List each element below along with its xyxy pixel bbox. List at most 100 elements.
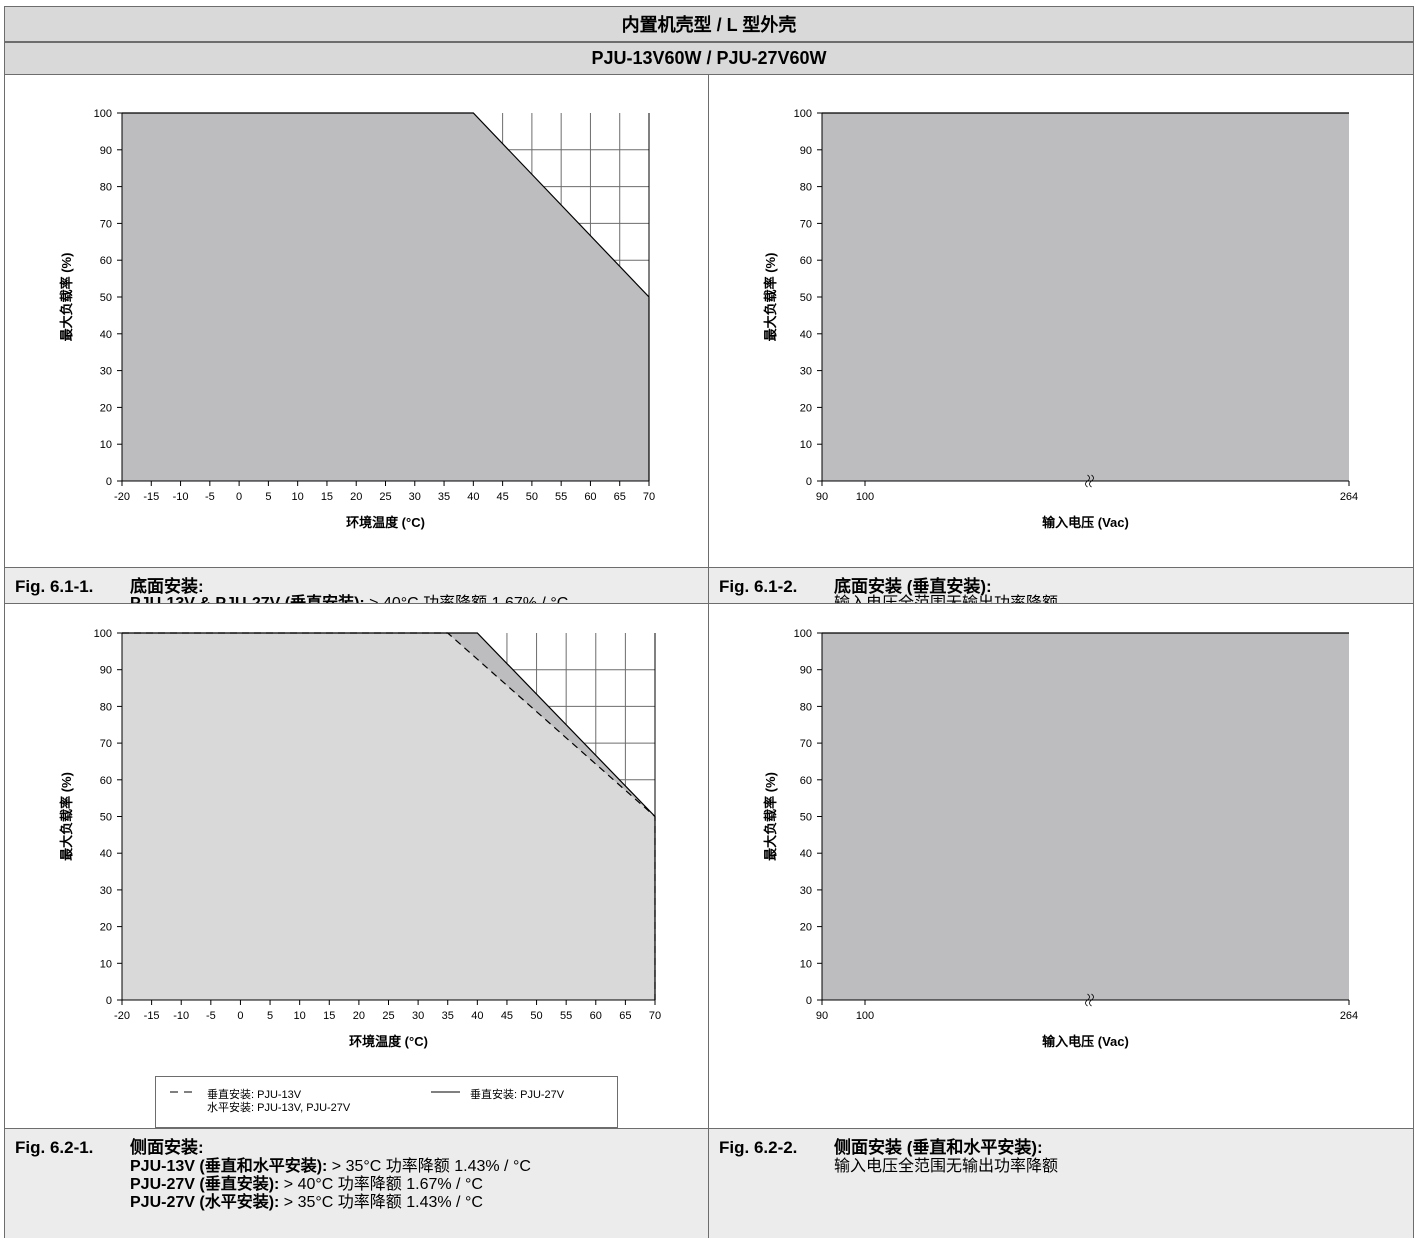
area-series-0 (122, 113, 649, 481)
chart-cell-6-2-2: 0 10 20 30 40 50 60 70 80 90 100 90 100 264 输入电压 (Vac)… (708, 603, 1414, 1129)
x-tick-label: 30 (409, 491, 421, 503)
x-tick-label: 264 (1340, 1010, 1358, 1022)
chart-fig-6-2-2: 0 10 20 30 40 50 60 70 80 90 100 90 100 264 输入电压 (Vac)… (763, 628, 1358, 1049)
y-tick-label: 30 (800, 366, 812, 378)
y-tick-label: 20 (800, 402, 812, 414)
axis-break-mark-2 (1089, 474, 1094, 488)
x-tick-label: 15 (323, 1010, 335, 1022)
y-tick-label: 70 (800, 738, 812, 750)
legend: 垂直安装: PJU-13V 水平安装: PJU-13V, PJU-27V 垂直安… (155, 1076, 618, 1128)
chart-fig-6-1-2: 0 10 20 30 40 50 60 70 80 90 100 90 100 264 输入电压 (Vac)… (763, 108, 1358, 530)
x-tick-label: 264 (1340, 491, 1358, 503)
x-tick-label: 65 (614, 491, 626, 503)
caption-title: 底面安装: (130, 577, 204, 596)
x-tick-label: 50 (530, 1010, 542, 1022)
x-tick-label: -5 (206, 1010, 216, 1022)
caption-number: Fig. 6.2-2. (719, 1138, 798, 1157)
x-tick-label: 70 (643, 491, 655, 503)
caption-line-text: > 35°C 功率降额 1.43% / °C (279, 1194, 483, 1211)
x-axis-label: 环境温度 (°C) (349, 1034, 428, 1049)
y-tick-label: 40 (100, 329, 112, 341)
x-tick-label: 20 (350, 491, 362, 503)
y-tick-label: 100 (794, 108, 812, 120)
caption-6-2-2: Fig. 6.2-2. 侧面安装 (垂直和水平安装): 输入电压全范围无输出功率降… (708, 1128, 1414, 1238)
y-tick-label: 40 (800, 848, 812, 860)
y-tick-label: 100 (94, 108, 112, 120)
x-tick-label: 35 (438, 491, 450, 503)
x-tick-label: 60 (584, 491, 596, 503)
model-title: PJU-13V60W / PJU-27V60W (4, 42, 1414, 75)
x-axis-label: 输入电压 (Vac) (1042, 1034, 1129, 1049)
axis-break-mark-2 (1089, 993, 1094, 1007)
area-series-1 (122, 633, 655, 1000)
y-tick-label: 80 (800, 701, 812, 713)
x-tick-label: 5 (267, 1010, 273, 1022)
y-tick-label: 60 (100, 775, 112, 787)
y-tick-label: 50 (100, 812, 112, 824)
x-tick-label: 90 (816, 1010, 828, 1022)
caption-title: 侧面安装 (垂直和水平安装): (834, 1138, 1043, 1157)
caption-6-1-1: Fig. 6.1-1.底面安装: PJU-13V & PJU-27V (垂直安装… (4, 567, 709, 612)
axis-break-mark-1 (1085, 474, 1090, 488)
x-tick-label: 10 (294, 1010, 306, 1022)
y-tick-label: 60 (800, 775, 812, 787)
x-tick-label: -10 (173, 491, 189, 503)
x-tick-label: 5 (265, 491, 271, 503)
x-tick-label: 25 (379, 491, 391, 503)
y-tick-label: 80 (800, 182, 812, 194)
y-tick-label: 30 (800, 885, 812, 897)
x-tick-label: 45 (501, 1010, 513, 1022)
page-title: 内置机壳型 / L 型外壳 (4, 6, 1414, 42)
y-tick-label: 70 (100, 218, 112, 230)
y-tick-label: 100 (94, 628, 112, 640)
caption-line-text: > 35°C 功率降额 1.43% / °C (327, 1158, 531, 1175)
y-tick-label: 10 (100, 958, 112, 970)
y-tick-label: 50 (800, 292, 812, 304)
y-tick-label: 40 (100, 848, 112, 860)
caption-title: 侧面安装: (130, 1138, 204, 1157)
caption-line-text: 输入电压全范围无输出功率降额 (834, 1158, 1059, 1175)
x-tick-label: 25 (382, 1010, 394, 1022)
x-tick-label: 15 (321, 491, 333, 503)
x-tick-label: 70 (649, 1010, 661, 1022)
y-axis-label: 最大负载率 (%) (59, 772, 74, 861)
caption-number: Fig. 6.1-1. (15, 577, 94, 596)
x-tick-label: -20 (114, 491, 130, 503)
x-tick-label: -15 (143, 491, 159, 503)
x-tick-label: 50 (526, 491, 538, 503)
caption-6-1-2: Fig. 6.1-2.底面安装 (垂直安装): 输入电压全范围无输出功率降额 (708, 567, 1414, 612)
x-axis-label: 输入电压 (Vac) (1042, 515, 1129, 530)
caption-line-bold: PJU-27V (垂直安装): (130, 1176, 280, 1193)
x-tick-label: 35 (442, 1010, 454, 1022)
x-tick-label: 20 (353, 1010, 365, 1022)
y-tick-label: 70 (100, 738, 112, 750)
x-axis-label: 环境温度 (°C) (346, 515, 425, 530)
x-tick-label: 0 (236, 491, 242, 503)
x-tick-label: -20 (114, 1010, 130, 1022)
y-tick-label: 100 (794, 628, 812, 640)
legend-solid-label: 垂直安装: PJU-27V (470, 1089, 565, 1101)
chart-cell-6-1-2: 0 10 20 30 40 50 60 70 80 90 100 90 100 264 输入电压 (Vac)… (708, 74, 1414, 568)
y-tick-label: 20 (100, 922, 112, 934)
caption-number: Fig. 6.2-1. (15, 1138, 94, 1157)
y-tick-label: 90 (100, 145, 112, 157)
chart-cell-6-2-1: 0 10 20 30 40 50 60 70 80 90 100 -20 -15 -10 -5 0 5 10 15 2… (4, 603, 709, 1129)
y-tick-label: 80 (100, 701, 112, 713)
area-series-0 (822, 113, 1349, 481)
legend-dashed-label-2: 水平安装: PJU-13V, PJU-27V (207, 1102, 351, 1114)
x-tick-label: 100 (856, 491, 874, 503)
caption-line-bold: PJU-13V (垂直和水平安装): (130, 1158, 328, 1175)
x-tick-label: -5 (205, 491, 215, 503)
x-tick-label: -10 (173, 1010, 189, 1022)
x-tick-label: 40 (471, 1010, 483, 1022)
y-tick-label: 50 (800, 812, 812, 824)
legend-dashed-label-1: 垂直安装: PJU-13V (207, 1089, 302, 1101)
y-tick-label: 0 (106, 476, 112, 488)
y-tick-label: 20 (800, 922, 812, 934)
caption-title: 底面安装 (垂直安装): (834, 577, 992, 596)
y-tick-label: 70 (800, 218, 812, 230)
y-tick-label: 10 (800, 439, 812, 451)
x-tick-label: 90 (816, 491, 828, 503)
line-series-1 (122, 632, 656, 1000)
y-tick-label: 90 (100, 665, 112, 677)
